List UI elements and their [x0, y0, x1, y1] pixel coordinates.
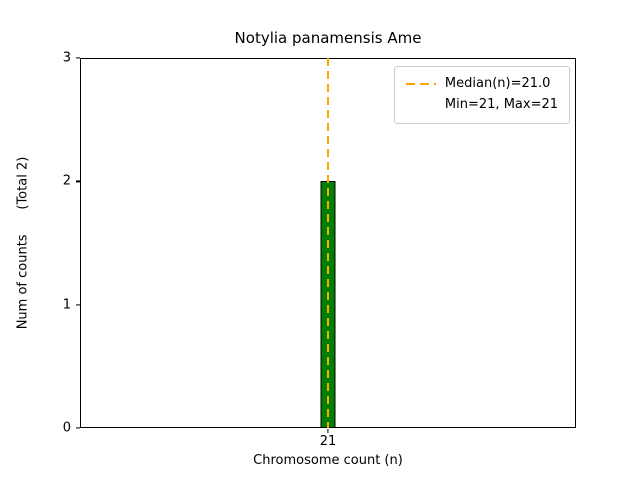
- y-tick-label: 3: [62, 50, 71, 66]
- legend-entry-median: Median(n)=21.0: [405, 74, 558, 95]
- legend-label-median: Median(n)=21.0: [444, 76, 551, 91]
- y-tick-mark: [76, 427, 80, 429]
- x-axis-label: Chromosome count (n): [253, 453, 403, 468]
- legend-entry-minmax: Min=21, Max=21: [406, 95, 558, 116]
- y-tick-mark: [76, 180, 80, 182]
- chart-title: Notylia panamensis Ame: [234, 29, 422, 47]
- y-tick-label: 1: [62, 297, 71, 313]
- median-line: [327, 58, 329, 428]
- x-tick-mark: [327, 429, 329, 433]
- y-tick-mark: [76, 304, 80, 306]
- y-tick-mark: [76, 57, 80, 59]
- median-dashed-line-icon: [405, 83, 436, 86]
- legend-label-minmax: Min=21, Max=21: [444, 96, 558, 112]
- y-tick-label: 0: [62, 420, 71, 436]
- legend: Median(n)=21.0 Min=21, Max=21: [393, 66, 570, 124]
- x-tick-label: 21: [319, 434, 337, 449]
- y-tick-label: 2: [62, 173, 71, 189]
- legend-empty-handle: [406, 104, 436, 106]
